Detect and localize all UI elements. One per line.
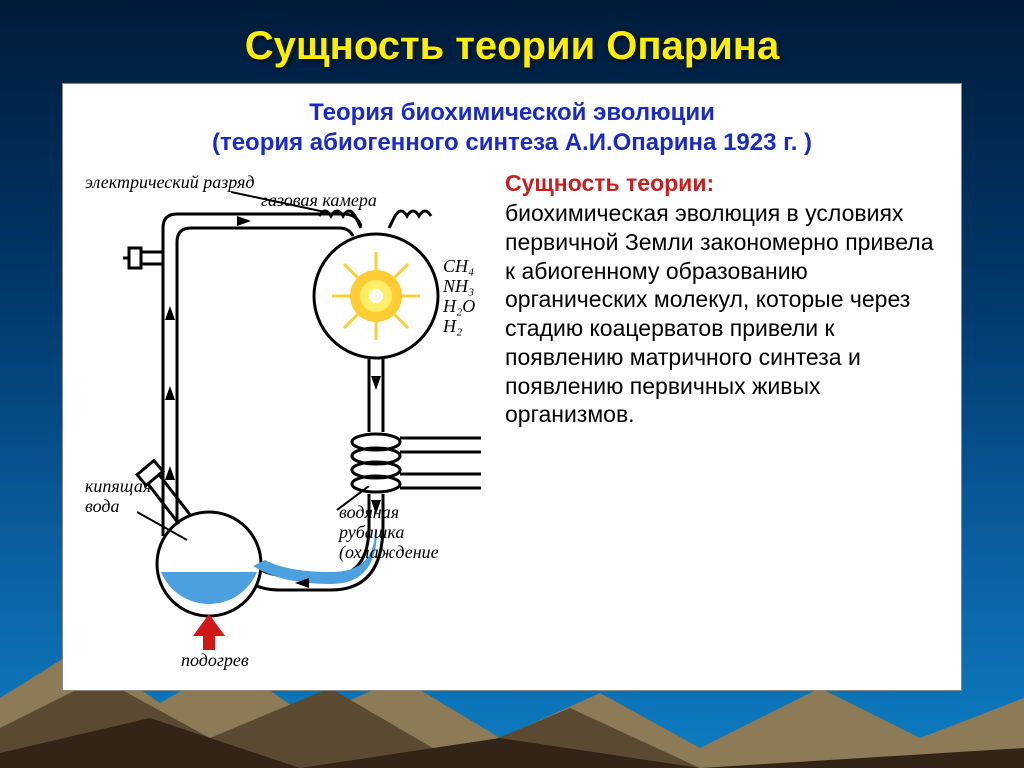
text-column: Сущность теории: биохимическая эволюция … — [501, 166, 943, 670]
apparatus-diagram: электрический разряд газовая камера CH₄ … — [81, 166, 501, 670]
jacket-pointer — [333, 486, 373, 516]
content-row: электрический разряд газовая камера CH₄ … — [81, 166, 943, 670]
label-heating: подогрев — [181, 650, 249, 671]
slide-background: Сущность теории Опарина Теория биохимиче… — [0, 0, 1024, 768]
label-boiling-water-1: кипящая — [85, 476, 151, 497]
label-gas-chamber: газовая камера — [261, 190, 377, 211]
label-boiling-water-2: вода — [85, 496, 119, 517]
label-jacket-3: (охлаждение — [339, 542, 439, 563]
label-gas-0: CH₄ — [443, 256, 474, 277]
boil-pointer — [137, 506, 197, 546]
essence-label: Сущность теории: — [505, 170, 943, 197]
label-gas-3: H₂ — [443, 316, 462, 337]
subtitle-line1: Теория биохимической эволюции — [81, 98, 943, 128]
content-panel: Теория биохимической эволюции (теория аб… — [62, 83, 962, 691]
slide-title: Сущность теории Опарина — [0, 24, 1024, 69]
label-gas-1: NH₃ — [443, 276, 474, 297]
subtitle-line2: (теория абиогенного синтеза А.И.Опарина … — [81, 128, 943, 158]
label-jacket-2: рубашка — [339, 522, 404, 543]
body-text: биохимическая эволюция в условиях первич… — [505, 199, 943, 429]
label-discharge: электрический разряд — [85, 172, 254, 193]
label-gas-2: H₂O — [443, 296, 475, 317]
